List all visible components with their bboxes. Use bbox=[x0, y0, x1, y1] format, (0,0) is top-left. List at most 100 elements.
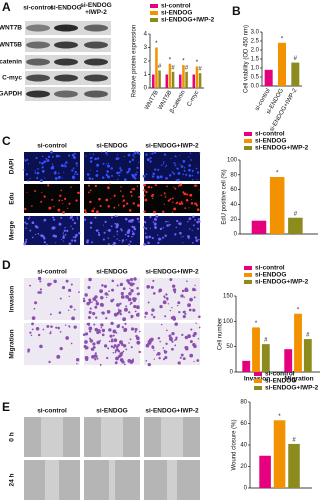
cell bbox=[82, 333, 86, 336]
cell bbox=[101, 311, 105, 315]
cell bbox=[108, 328, 112, 332]
cell bbox=[31, 328, 34, 331]
cell bbox=[167, 199, 170, 202]
cell bbox=[196, 359, 200, 362]
y-tick-label: 0 bbox=[230, 370, 234, 376]
cell bbox=[167, 220, 169, 223]
cell bbox=[183, 192, 187, 196]
cell bbox=[198, 238, 200, 241]
blot-row-label: β-catenin bbox=[0, 59, 22, 66]
cell bbox=[171, 331, 175, 336]
cell bbox=[64, 324, 67, 326]
panel-label: A bbox=[2, 0, 11, 14]
cell bbox=[128, 209, 132, 212]
cell bbox=[39, 280, 42, 283]
cell bbox=[101, 284, 104, 287]
cell bbox=[138, 350, 141, 354]
cell bbox=[158, 356, 161, 360]
cell bbox=[70, 283, 73, 286]
cell bbox=[52, 216, 55, 219]
significance-marker: * bbox=[155, 41, 158, 47]
row-label: 24 h bbox=[9, 473, 16, 486]
cell bbox=[189, 353, 194, 358]
cell bbox=[148, 235, 152, 239]
cell bbox=[87, 184, 91, 187]
cell bbox=[195, 322, 197, 324]
cell bbox=[153, 217, 157, 221]
cell bbox=[167, 303, 170, 305]
cell bbox=[105, 173, 108, 177]
cell bbox=[174, 233, 177, 236]
y-tick-label: 0 bbox=[144, 86, 148, 92]
cell bbox=[117, 204, 120, 206]
cell bbox=[152, 315, 156, 319]
cell bbox=[182, 242, 184, 244]
cell bbox=[45, 157, 48, 160]
cell bbox=[106, 296, 108, 299]
cell bbox=[72, 218, 74, 221]
cell bbox=[146, 284, 151, 289]
cell bbox=[117, 343, 120, 347]
cell bbox=[153, 358, 155, 360]
cell bbox=[117, 178, 119, 181]
legend-label: si-ENDOG bbox=[255, 138, 286, 145]
cell bbox=[96, 157, 100, 160]
blot-band bbox=[54, 58, 78, 66]
cell bbox=[197, 227, 200, 230]
cell bbox=[62, 236, 65, 239]
cell bbox=[162, 300, 167, 305]
cell bbox=[106, 153, 108, 156]
cell bbox=[189, 340, 193, 344]
cell bbox=[84, 340, 88, 344]
cell bbox=[136, 292, 140, 296]
cell bbox=[183, 167, 186, 169]
y-tick-label: 3 bbox=[144, 45, 148, 51]
cell bbox=[175, 226, 177, 229]
cell bbox=[100, 296, 104, 300]
y-tick-label: 2.5 bbox=[251, 39, 260, 45]
cell bbox=[153, 222, 157, 226]
bar bbox=[171, 71, 175, 88]
cell bbox=[171, 307, 173, 309]
cell bbox=[113, 312, 118, 317]
significance-marker: # bbox=[198, 67, 202, 73]
blot-band bbox=[54, 74, 78, 82]
cell bbox=[134, 176, 136, 178]
cell bbox=[96, 163, 100, 167]
cell bbox=[183, 310, 186, 313]
cell bbox=[99, 331, 102, 334]
legend-label: si-ENDOG+IWP-2 bbox=[161, 17, 215, 24]
cell bbox=[169, 198, 172, 201]
bar bbox=[242, 360, 251, 372]
column-header: si-ENDOG bbox=[96, 143, 127, 150]
cell bbox=[69, 216, 72, 220]
cell bbox=[151, 194, 154, 198]
blot-band bbox=[84, 74, 108, 82]
cell bbox=[103, 284, 107, 288]
significance-marker: * bbox=[297, 307, 300, 313]
cell bbox=[27, 350, 30, 353]
cell bbox=[44, 177, 46, 179]
cell bbox=[37, 333, 41, 337]
cell bbox=[49, 150, 53, 154]
cell bbox=[104, 292, 108, 296]
cell bbox=[50, 325, 53, 328]
cell bbox=[122, 287, 126, 290]
cell bbox=[189, 228, 191, 230]
y-axis-label: Cell viability (OD 450 nm) bbox=[244, 25, 250, 93]
significance-marker: # bbox=[171, 65, 175, 71]
cell bbox=[27, 180, 30, 182]
cell bbox=[152, 221, 155, 223]
cell bbox=[196, 208, 200, 212]
cell bbox=[126, 171, 129, 174]
cell bbox=[91, 301, 93, 303]
cell bbox=[163, 203, 165, 205]
cell bbox=[174, 164, 177, 167]
cell bbox=[130, 346, 133, 349]
cell bbox=[197, 218, 200, 221]
cell bbox=[195, 239, 199, 242]
cell bbox=[68, 242, 72, 246]
cell bbox=[125, 348, 128, 351]
cell bbox=[27, 217, 30, 220]
cell bbox=[88, 191, 90, 194]
